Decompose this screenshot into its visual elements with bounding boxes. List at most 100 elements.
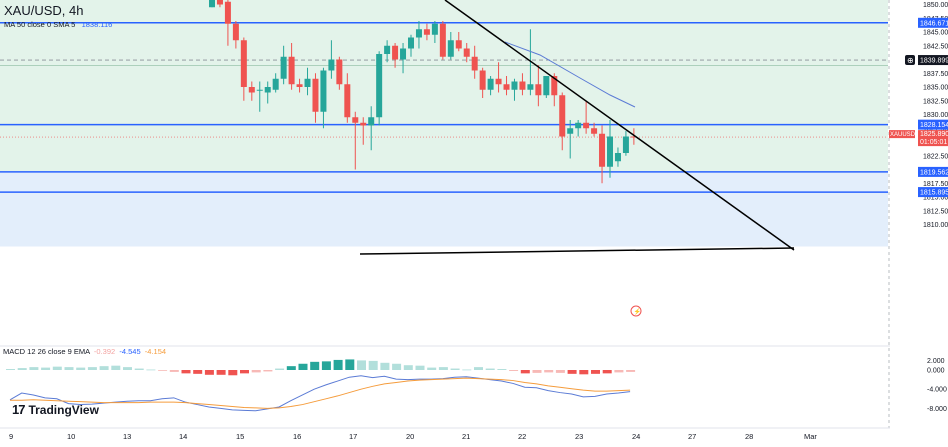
candle-body [408,37,414,49]
candle-body [575,122,582,129]
macd-hist-bar [567,370,577,374]
macd-hist-bar [614,370,624,373]
macd-tick-label: -4.000 [927,387,947,394]
macd-hist-value: -0.392 [93,347,116,356]
macd-hist-bar [602,370,612,374]
macd-hist-bar [134,368,144,370]
candle-body [368,117,375,126]
candle-body [471,56,478,71]
price-tag-value: 1819.562 [920,169,948,176]
ma-indicator-value: 1838.116 [81,20,113,29]
macd-hist-bar [438,367,448,370]
candle-body [439,23,446,57]
candle-body [240,40,247,87]
x-tick-label: 15 [236,432,244,441]
x-tick-label: 9 [9,432,13,441]
macd-hist-bar [357,360,366,370]
trendline-lower [359,247,795,255]
macd-hist-bar [216,370,226,375]
candle-body [503,84,510,90]
price-tag-value: 1825.890 [920,131,948,138]
y-tick-label: 1832.500 [923,98,948,105]
zone-1 [0,124,888,172]
tradingview-logo-text: TradingView [28,402,99,417]
macd-legend[interactable]: MACD 12 26 close 9 EMA -0.392 -4.545 -4.… [3,347,166,356]
y-tick-label: 1812.500 [923,208,948,215]
y-tick-label: 1817.500 [923,181,948,188]
candle-body [216,0,223,5]
macd-tick-label: -8.000 [927,406,947,413]
price-tag-bg [918,55,948,66]
candle-body [447,40,454,57]
candle-body [431,23,438,35]
x-tick-label: 17 [349,432,357,441]
macd-hist-bar [17,368,27,370]
macd-hist-bar [123,367,132,370]
price-tag-value: 1839.899 [920,58,948,65]
macd-hist-bar [6,369,15,370]
candle-body [527,84,534,90]
y-tick-label: 1822.500 [923,153,948,160]
price-tag-bg [918,187,948,198]
candle-body [463,48,470,57]
macd-hist-bar [333,359,343,370]
chart-header: XAU/USD, 4h [4,2,83,20]
candle-body [455,40,462,49]
price-tag-bg [918,17,948,28]
level-icon: ⊕ [907,56,914,65]
candle-body [384,45,391,54]
macd-signal-value: -4.154 [144,347,167,356]
tradingview-logo[interactable]: 17 TradingView [12,402,99,417]
zone-2 [0,171,888,247]
macd-hist-bar [380,362,390,370]
level-icon-bg [905,55,915,66]
y-tick-label: 1842.500 [923,43,948,50]
candle-body [256,89,263,91]
macd-hist-bar [591,370,600,374]
macd-hist-bar [509,370,519,371]
macd-hist-bar [474,367,483,370]
y-tick-label: 1845.000 [923,30,948,37]
signal-line [10,377,631,409]
candle-body [304,78,311,87]
macd-hist-bar [204,370,214,375]
macd-hist-bar [64,367,74,370]
macd-label: MACD 12 26 close 9 EMA [3,347,90,356]
candle-body [599,133,606,167]
macd-hist-bar [99,366,109,370]
price-tag-value: 1815.895 [920,190,948,197]
candle-body [209,0,215,8]
macd-tick-label: 0.000 [927,368,945,375]
ma-indicator-label: MA 50 close 0 SMA 5 [4,20,76,29]
price-tag-value: 1846.671 [920,20,948,27]
candle-body [614,153,621,162]
macd-hist-bar [228,370,238,376]
y-tick-label: 1835.000 [923,85,948,92]
x-tick-label: 24 [632,432,640,441]
symbol-label[interactable]: XAU/USD, 4h [4,3,84,18]
x-tick-label: 28 [745,432,753,441]
macd-hist-bar [462,369,472,371]
y-tick-label: 1815.000 [923,195,948,202]
zone-top [0,0,888,23]
macd-hist-bar [158,370,168,371]
macd-hist-bar [532,370,542,373]
alert-icon-glyph: ⚡ [634,308,641,316]
macd-hist-bar [87,367,97,370]
macd-hist-bar [555,370,565,373]
price-tag-bg [889,130,915,139]
candle-body [583,122,590,129]
candle-body [630,136,637,138]
x-tick-label: 13 [123,432,131,441]
macd-hist-bar [310,361,320,370]
macd-hist-bar [520,370,530,374]
macd-line-value: -4.545 [119,347,141,356]
macd-hist-bar [146,369,156,371]
ma50-line [504,41,636,108]
x-tick-label: 22 [518,432,526,441]
macd-hist-bar [579,370,589,375]
ma-indicator-legend[interactable]: MA 50 close 0 SMA 5 1838.116 [4,20,112,29]
x-tick-label: 10 [67,432,75,441]
candle-body [551,76,558,96]
